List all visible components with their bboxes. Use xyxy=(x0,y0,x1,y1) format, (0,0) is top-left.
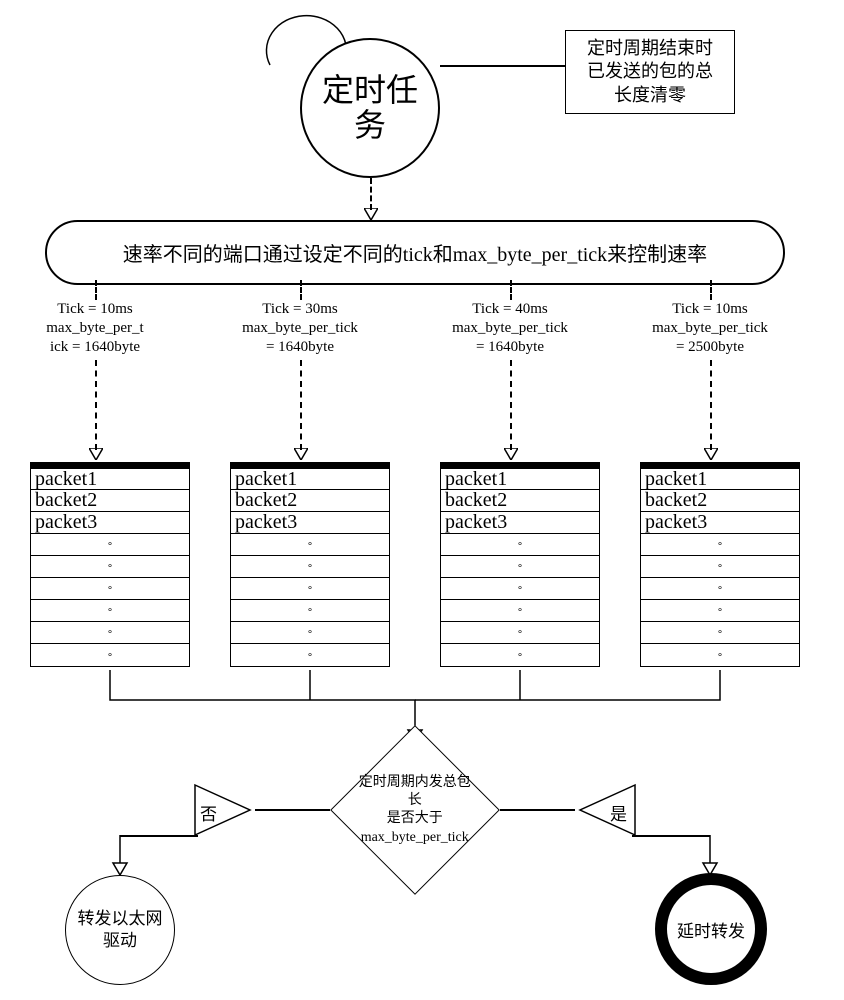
dot-row: ∘ xyxy=(31,600,189,622)
dot-row: ∘ xyxy=(641,600,799,622)
line xyxy=(120,835,198,837)
port-2-tick-label: Tick = 30ms max_byte_per_tick = 1640byte xyxy=(220,300,380,356)
packet-row: packet1 xyxy=(441,468,599,490)
dot-row: ∘ xyxy=(31,622,189,644)
dot-row: ∘ xyxy=(441,622,599,644)
delay-forward-node: 延时转发 xyxy=(655,873,767,985)
dash xyxy=(710,280,712,300)
dot-row: ∘ xyxy=(641,534,799,556)
dash xyxy=(95,280,97,300)
line xyxy=(632,835,710,837)
dot-row: ∘ xyxy=(441,578,599,600)
annotation-line2: 已发送的包的总 xyxy=(587,61,713,81)
port-3-queue: packet1 backet2 packet3 ∘ ∘ ∘ ∘ ∘ ∘ xyxy=(440,462,600,667)
arrowhead-icon xyxy=(504,448,518,460)
dot-row: ∘ xyxy=(231,600,389,622)
packet-row: packet3 xyxy=(31,512,189,534)
packet-row: packet1 xyxy=(31,468,189,490)
packet-row: packet1 xyxy=(641,468,799,490)
dot-row: ∘ xyxy=(641,644,799,666)
flowchart-diagram: 定时任 务 定时周期结束时 已发送的包的总 长度清零 速率不同的端口通过设定不同… xyxy=(10,10,834,990)
packet-row: backet2 xyxy=(31,490,189,512)
dashed-arrow-1 xyxy=(370,178,372,210)
dot-row: ∘ xyxy=(31,578,189,600)
timer-label-2: 务 xyxy=(354,107,386,143)
line xyxy=(500,809,575,811)
packet-row: packet3 xyxy=(441,512,599,534)
timer-annotation: 定时周期结束时 已发送的包的总 长度清零 xyxy=(565,30,735,114)
packet-row: packet3 xyxy=(231,512,389,534)
arrow-down-left xyxy=(110,835,130,875)
port-4-queue: packet1 backet2 packet3 ∘ ∘ ∘ ∘ ∘ ∘ xyxy=(640,462,800,667)
arrow-down-right xyxy=(700,835,720,875)
packet-row: backet2 xyxy=(441,490,599,512)
dot-row: ∘ xyxy=(231,644,389,666)
dot-row: ∘ xyxy=(641,556,799,578)
dot-row: ∘ xyxy=(31,556,189,578)
dot-row: ∘ xyxy=(641,578,799,600)
control-text: 速率不同的端口通过设定不同的tick和max_byte_per_tick来控制速… xyxy=(123,244,707,266)
dot-row: ∘ xyxy=(231,534,389,556)
dot-row: ∘ xyxy=(441,556,599,578)
dot-row: ∘ xyxy=(231,622,389,644)
dash xyxy=(710,360,712,450)
dot-row: ∘ xyxy=(231,556,389,578)
dot-row: ∘ xyxy=(31,644,189,666)
timer-label-1: 定时任 xyxy=(322,72,418,108)
dash xyxy=(300,280,302,300)
dash xyxy=(95,360,97,450)
line xyxy=(255,809,330,811)
decision-diamond: 定时周期内发总包长 是否大于 max_byte_per_tick xyxy=(330,725,500,895)
yes-label: 是 xyxy=(610,800,627,825)
dash xyxy=(510,360,512,450)
packet-row: backet2 xyxy=(641,490,799,512)
port-1-tick-label: Tick = 10ms max_byte_per_t ick = 1640byt… xyxy=(20,300,170,356)
annotation-line3: 长度清零 xyxy=(614,85,686,105)
port-2-queue: packet1 backet2 packet3 ∘ ∘ ∘ ∘ ∘ ∘ xyxy=(230,462,390,667)
arrowhead-icon xyxy=(89,448,103,460)
timer-task-node: 定时任 务 xyxy=(300,38,440,178)
dot-row: ∘ xyxy=(441,644,599,666)
arrowhead-icon xyxy=(704,448,718,460)
yes-triangle xyxy=(570,780,640,840)
forward-ethernet-node: 转发以太网 驱动 xyxy=(65,875,175,985)
dot-row: ∘ xyxy=(641,622,799,644)
no-label: 否 xyxy=(200,800,217,825)
dot-row: ∘ xyxy=(31,534,189,556)
rate-control-node: 速率不同的端口通过设定不同的tick和max_byte_per_tick来控制速… xyxy=(45,220,785,285)
packet-row: backet2 xyxy=(231,490,389,512)
annotation-line1: 定时周期结束时 xyxy=(587,38,713,58)
dash xyxy=(510,280,512,300)
port-4-tick-label: Tick = 10ms max_byte_per_tick = 2500byte xyxy=(630,300,790,356)
dot-row: ∘ xyxy=(231,578,389,600)
arrowhead-icon xyxy=(294,448,308,460)
port-1-queue: packet1 backet2 packet3 ∘ ∘ ∘ ∘ ∘ ∘ xyxy=(30,462,190,667)
packet-row: packet3 xyxy=(641,512,799,534)
dot-row: ∘ xyxy=(441,600,599,622)
port-3-tick-label: Tick = 40ms max_byte_per_tick = 1640byte xyxy=(430,300,590,356)
arrowhead-icon xyxy=(364,208,378,220)
packet-row: packet1 xyxy=(231,468,389,490)
connector-line xyxy=(440,65,565,67)
dash xyxy=(300,360,302,450)
dot-row: ∘ xyxy=(441,534,599,556)
